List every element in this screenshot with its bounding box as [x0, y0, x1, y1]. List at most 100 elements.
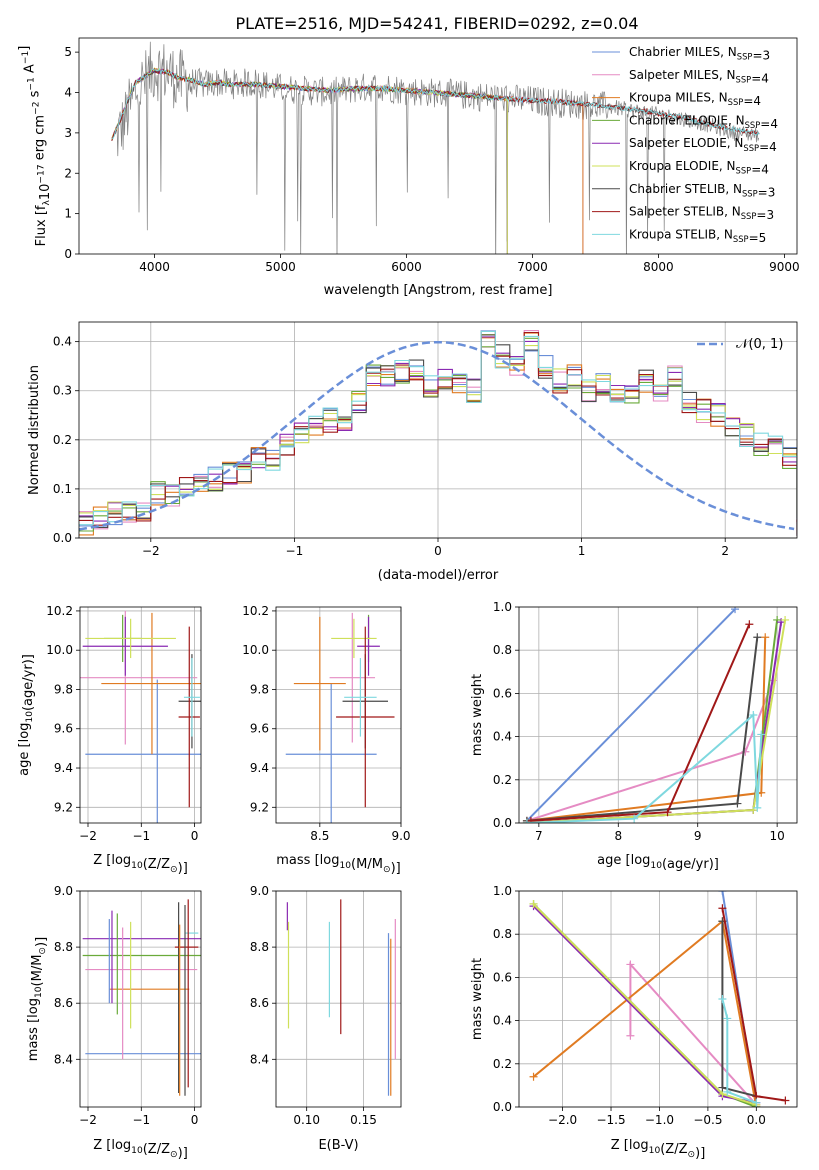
x-axis-label-part: Z [log: [93, 853, 131, 868]
x-axis-label-part: Z [log: [611, 1138, 649, 1153]
legend-label-part: SSP: [728, 97, 744, 107]
y-tick-label: 1.0: [493, 884, 512, 898]
panel-mass_age: 8.5 9.0 9.2 9.4 9.6 9.8 10.0 10.2 mass [log10(M/…: [242, 604, 410, 876]
x-axis-label-part: (Z/Z: [143, 1142, 170, 1157]
y-tick-label: 0.2: [53, 433, 72, 447]
axes-border: [78, 321, 798, 539]
axes-border: [79, 890, 202, 1108]
legend-label: Kroupa STELIB, NSSP=5: [629, 227, 766, 245]
y-tick-label: 3: [64, 126, 72, 140]
axes-frame: −2 −1 0 1 2 0.0 0.1 0.2 0.3 0.4 𝒩(0, 1) (data-model…: [27, 321, 798, 583]
x-tick-label: −2.0: [548, 1113, 577, 1127]
y-tick-label: 0.6: [493, 686, 512, 700]
y-axis-label: mass weight: [470, 674, 485, 756]
x-axis-label: E(B-V): [318, 1138, 358, 1153]
hist-step-krou_elodie: [79, 334, 797, 519]
x-tick-label: 8.5: [310, 829, 329, 843]
x-tick-label: −0.5: [693, 1113, 722, 1127]
marker-plus: [718, 995, 727, 1003]
y-axis-label-part: λ: [42, 200, 52, 206]
x-axis-label: Z [log10(Z/Z⊙)]: [93, 1138, 188, 1161]
marker-plus: [522, 819, 531, 823]
axes-frame: 8.5 9.0 9.2 9.4 9.6 9.8 10.0 10.2 mass [log10(M/…: [242, 604, 410, 876]
marker-plus: [526, 816, 535, 823]
legend-label-part: SSP: [733, 234, 749, 244]
x-tick-label: 7000: [517, 260, 548, 274]
y-axis-label-part: A: [22, 64, 37, 77]
marker-plus: [626, 1031, 635, 1040]
marker-plus: [749, 711, 758, 719]
legend-label-part: SSP: [737, 52, 753, 62]
legend-label-part: =5: [749, 231, 767, 245]
y-axis-label-part: )]: [34, 937, 49, 947]
y-tick-label: 0.2: [493, 773, 512, 787]
x-tick-label: −2: [79, 1113, 97, 1127]
y-axis-label-part: −1: [26, 77, 36, 90]
plot-area: [79, 330, 797, 537]
y-axis-label-part: −2: [32, 102, 42, 115]
y-axis-label-part: (M/M: [30, 955, 45, 987]
legend-label-part: =3: [758, 185, 776, 199]
legend-label: Chabrier ELODIE, NSSP=4: [629, 113, 778, 131]
y-tick-label: 8.4: [250, 1052, 269, 1066]
axes-border: [275, 890, 402, 1108]
x-tick-label: −1.5: [596, 1113, 625, 1127]
legend-label: Chabrier MILES, NSSP=3: [629, 45, 770, 63]
marker-plus: [731, 607, 740, 614]
y-tick-label: 0.8: [493, 643, 512, 657]
weight-line-krou_stelib: [721, 998, 757, 1104]
y-tick-label: 0.4: [493, 730, 512, 744]
weight-line-chab_miles: [526, 608, 736, 822]
y-tick-label: 9.2: [250, 800, 269, 814]
axes-frame: 4000 5000 6000 7000 8000 9000 0 1 2 3 4 5 wavelength…: [17, 37, 800, 298]
axes-border: [79, 606, 202, 824]
y-axis-label-part: Flux [f: [34, 205, 49, 246]
y-tick-label: 10.2: [242, 604, 269, 618]
x-tick-label: −2: [79, 829, 97, 843]
marker-plus: [630, 814, 639, 823]
legend-label-part: SSP: [743, 143, 759, 153]
axes-border: [518, 890, 798, 1108]
marker-plus: [733, 799, 742, 808]
panel-z_weight: −2.0 −1.5 −1.0 −0.5 0.0 0.0 0.2 0.4 0.6 0.8 1.0 Z […: [470, 884, 798, 1161]
x-axis-label-part: age [log: [597, 853, 650, 868]
marker-plus: [723, 1014, 732, 1023]
axes-border: [518, 606, 798, 824]
y-axis-label: mass [log10(M/M⊙)]: [26, 937, 49, 1061]
axes-frame: 0.10 0.15 8.4 8.6 8.8 9.0 E(B-V): [250, 884, 402, 1153]
plot-area: [285, 612, 395, 823]
legend-label: Kroupa ELODIE, NSSP=4: [629, 159, 769, 177]
y-tick-label: 9.2: [54, 800, 73, 814]
x-axis-label-part: )]: [391, 861, 401, 876]
x-axis-label-part: 10: [339, 861, 351, 871]
marker-plus: [745, 620, 754, 629]
marker-plus: [761, 633, 770, 642]
y-tick-label: 0.0: [493, 816, 512, 830]
x-tick-label: 7: [535, 829, 543, 843]
legend-label: 𝒩(0, 1): [736, 337, 783, 352]
y-tick-label: 10.0: [46, 643, 73, 657]
x-tick-label: 0: [191, 829, 199, 843]
axes-border: [78, 37, 798, 255]
x-tick-label: 8: [614, 829, 622, 843]
y-tick-label: 9.8: [250, 682, 269, 696]
x-axis-label-part: (M/M: [351, 857, 383, 872]
marker-plus: [781, 1096, 790, 1105]
legend-label-part: SSP: [745, 120, 761, 130]
legend-label-part: =4: [759, 140, 777, 154]
legend-label-part: Kroupa MILES, N: [629, 91, 728, 105]
y-tick-label: 8.6: [250, 996, 269, 1010]
marker-plus: [718, 904, 727, 913]
legend-label-part: =4: [743, 94, 761, 108]
figure-title: PLATE=2516, MJD=54241, FIBERID=0292, z=0…: [235, 14, 638, 33]
marker-plus: [626, 960, 635, 969]
model-spectrum-salp_stelib: [111, 68, 760, 142]
legend-label-part: =4: [751, 71, 769, 85]
legend-label: Salpeter ELODIE, NSSP=4: [629, 136, 777, 154]
y-tick-label: 9.4: [250, 761, 269, 775]
plot-background: [276, 891, 401, 1107]
plot-background: [519, 891, 797, 1107]
x-axis-label: Z [log10(Z/Z⊙)]: [611, 1138, 706, 1161]
